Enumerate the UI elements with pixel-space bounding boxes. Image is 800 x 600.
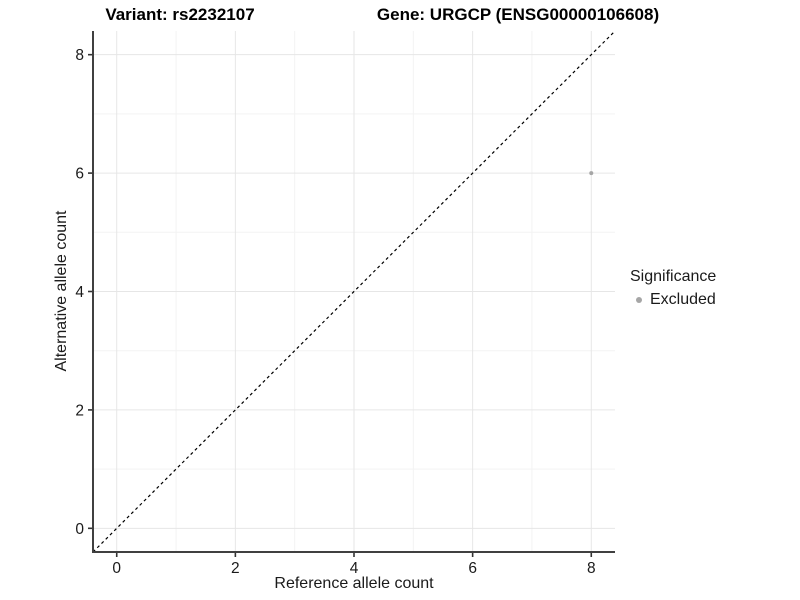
y-tick-label: 0 (75, 521, 84, 538)
y-tick-label: 8 (75, 47, 84, 64)
x-tick-label: 2 (231, 560, 240, 577)
legend-point-icon (636, 296, 642, 303)
y-tick-label: 6 (75, 166, 84, 183)
identity-line (92, 30, 616, 553)
x-tick-label: 0 (112, 560, 121, 577)
data-point (589, 171, 594, 176)
x-axis-title: Reference allele count (274, 575, 434, 592)
y-tick-label: 4 (75, 284, 84, 301)
x-tick-label: 8 (587, 560, 596, 577)
legend-item-label: Excluded (650, 291, 716, 308)
legend-title: Significance (630, 268, 717, 285)
x-tick-label: 4 (350, 560, 359, 577)
y-axis-title: Alternative allele count (53, 210, 70, 372)
plot-title-variant: Variant: rs2232107 (105, 5, 255, 24)
plot-title-gene: Gene: URGCP (ENSG00000106608) (376, 5, 660, 24)
legend: Significance Excluded (630, 267, 716, 309)
x-tick-label: 6 (468, 560, 477, 577)
legend-item-excluded: Excluded (630, 290, 716, 309)
y-tick-label: 2 (75, 402, 84, 419)
